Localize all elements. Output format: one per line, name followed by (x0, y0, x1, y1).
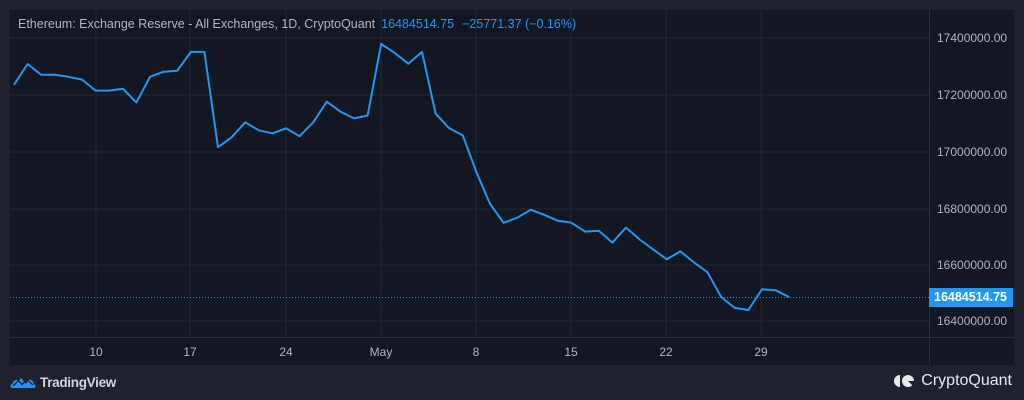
cryptoquant-mark-icon (894, 375, 915, 387)
chart-legend: Ethereum: Exchange Reserve - All Exchang… (18, 17, 576, 31)
tradingview-label: TradingView (40, 374, 116, 390)
y-tick: 16800000.00 (937, 202, 1008, 216)
x-tick: 10 (89, 345, 103, 359)
x-tick: May (369, 345, 393, 359)
grid-lines (10, 10, 929, 337)
tradingview-cloud-icon (10, 378, 36, 388)
tradingview-logo[interactable]: TradingView (10, 374, 116, 390)
last-price-tag: 16484514.75 (929, 288, 1013, 307)
y-tick: 16400000.00 (937, 314, 1008, 328)
x-tick: 8 (472, 345, 480, 359)
x-tick: 22 (659, 345, 673, 359)
x-tick: 15 (564, 345, 578, 359)
x-tick: 17 (183, 345, 197, 359)
x-tick: 24 (279, 345, 293, 359)
change-value: −25771.37 (−0.16%) (462, 17, 577, 31)
y-tick: 17200000.00 (937, 88, 1008, 102)
cryptoquant-logo[interactable]: CryptoQuant (894, 372, 1012, 390)
exchange-reserve-line (13, 42, 790, 311)
last-value: 16484514.75 (381, 17, 455, 31)
y-tick: 16600000.00 (937, 258, 1008, 272)
y-tick: 17400000.00 (937, 31, 1008, 45)
x-tick: 29 (754, 345, 768, 359)
cryptoquant-label: CryptoQuant (921, 372, 1012, 389)
y-tick: 17000000.00 (937, 145, 1008, 159)
series-title: Ethereum: Exchange Reserve - All Exchang… (18, 17, 376, 31)
